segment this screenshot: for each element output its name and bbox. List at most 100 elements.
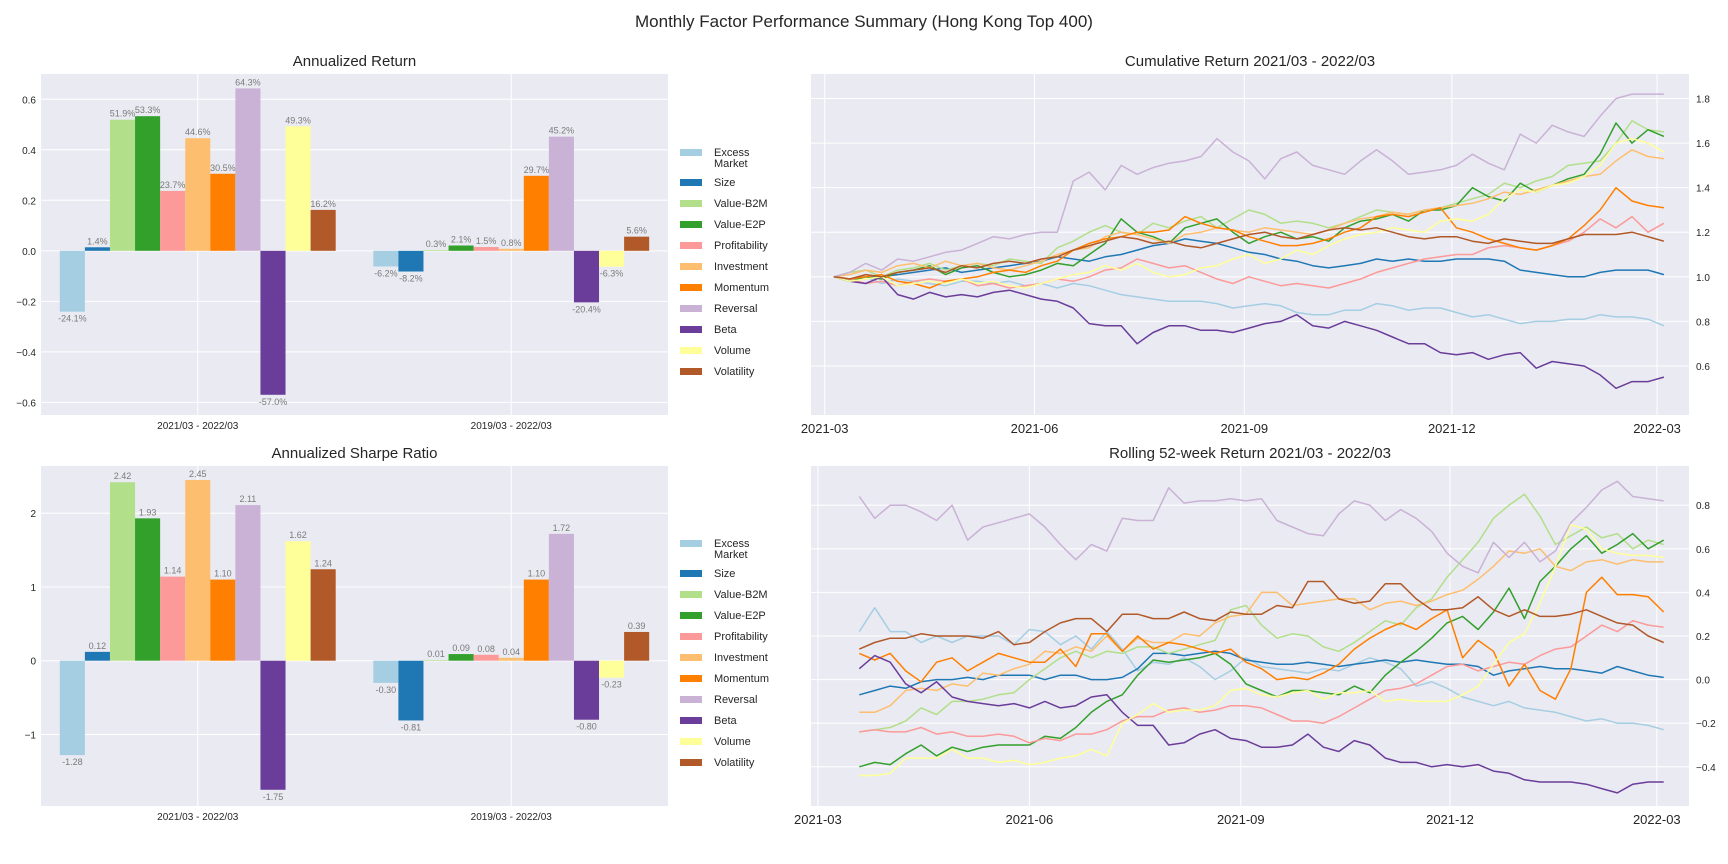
y-tick-label: −0.6 bbox=[16, 398, 36, 409]
x-tick-label: 2021-03 bbox=[794, 812, 842, 827]
data-label: 49.3% bbox=[285, 115, 311, 125]
bar-value-e2p bbox=[135, 518, 161, 661]
legend-label: Volatility bbox=[714, 366, 755, 378]
bar-value-b2m bbox=[423, 250, 449, 251]
bar-excess-market bbox=[373, 660, 399, 683]
data-label: 1.93 bbox=[139, 507, 157, 517]
bar-volume bbox=[599, 660, 625, 678]
chart-title: Cumulative Return 2021/03 - 2022/03 bbox=[1125, 53, 1375, 70]
data-label: 1.5% bbox=[476, 236, 497, 246]
series-line-investment bbox=[833, 149, 1665, 278]
bar-profitability bbox=[160, 576, 186, 661]
legend-label: Excess bbox=[714, 538, 750, 550]
legend-label: Excess bbox=[714, 147, 750, 159]
legend-label: Market bbox=[714, 549, 748, 561]
legend-swatch-value-b2m bbox=[680, 200, 702, 207]
bar-volatility bbox=[624, 631, 650, 661]
y-tick-label: 1.8 bbox=[1696, 95, 1710, 106]
x-tick-label: 2021-03 bbox=[801, 421, 849, 436]
data-label: 64.3% bbox=[235, 77, 261, 87]
legend-label: Momentum bbox=[714, 282, 769, 294]
bar-investment bbox=[498, 248, 524, 251]
bar-momentum bbox=[523, 175, 549, 251]
series-line-momentum bbox=[833, 186, 1665, 289]
bar-size bbox=[398, 660, 424, 721]
x-tick-label: 2021-09 bbox=[1217, 812, 1265, 827]
legend-swatch-reversal bbox=[680, 305, 702, 312]
bar-volatility bbox=[310, 209, 336, 251]
data-label: 2.1% bbox=[451, 235, 472, 245]
y-tick-label: −0.4 bbox=[16, 348, 36, 359]
series-line-volume bbox=[859, 524, 1664, 777]
y-tick-label: −0.2 bbox=[16, 297, 36, 308]
bar-profitability bbox=[473, 247, 499, 251]
data-label: 1.24 bbox=[314, 558, 332, 568]
legend-swatch-momentum bbox=[680, 284, 702, 291]
sharpe-ratio-chart: Annualized Sharpe Ratio −1 0 1 2 2021/03 - 20… bbox=[25, 445, 769, 823]
data-label: 1.72 bbox=[553, 523, 571, 533]
y-tick-label: 0.0 bbox=[22, 247, 36, 258]
bar-value-e2p bbox=[135, 116, 161, 251]
legend-swatch-investment bbox=[680, 654, 702, 661]
legend-swatch-size bbox=[680, 570, 702, 577]
legend-swatch-value-e2p bbox=[680, 612, 702, 619]
bar-excess-market bbox=[59, 250, 85, 312]
data-label: 1.10 bbox=[214, 569, 232, 579]
y-tick-label: 0.6 bbox=[22, 95, 36, 106]
series-line-momentum bbox=[859, 576, 1665, 700]
data-label: 0.08 bbox=[477, 644, 495, 654]
series-line-size bbox=[859, 650, 1664, 696]
data-label: 0.01 bbox=[427, 649, 445, 659]
data-label: 51.9% bbox=[110, 109, 136, 119]
rolling-return-chart: Rolling 52-week Return 2021/03 - 2022/03… bbox=[794, 445, 1716, 827]
legend-label: Investment bbox=[714, 652, 768, 664]
bar-reversal bbox=[235, 505, 261, 661]
data-label: -1.28 bbox=[62, 757, 83, 767]
bar-reversal bbox=[548, 533, 574, 661]
x-tick-label: 2021-09 bbox=[1220, 421, 1268, 436]
plot-background bbox=[811, 74, 1689, 415]
data-label: -0.81 bbox=[401, 722, 422, 732]
y-tick-label: 0 bbox=[30, 657, 36, 668]
legend-swatch-excess-market bbox=[680, 540, 702, 547]
legend-swatch-value-b2m bbox=[680, 591, 702, 598]
legend-label: Investment bbox=[714, 261, 768, 273]
y-tick-label: 1.0 bbox=[1696, 273, 1710, 284]
bar-volatility bbox=[624, 236, 650, 251]
chart-title: Annualized Sharpe Ratio bbox=[272, 445, 438, 462]
legend-label: Profitability bbox=[714, 631, 768, 643]
bar-profitability bbox=[473, 654, 499, 661]
legend-swatch-value-e2p bbox=[680, 221, 702, 228]
y-tick-label: 0.8 bbox=[1696, 317, 1710, 328]
series-line-volatility bbox=[859, 580, 1664, 650]
data-label: -0.80 bbox=[576, 722, 597, 732]
data-label: 44.6% bbox=[185, 127, 211, 137]
bar-profitability bbox=[160, 190, 186, 251]
series-line-profitability bbox=[859, 619, 1664, 744]
data-label: 45.2% bbox=[549, 126, 575, 136]
y-tick-label: 1.6 bbox=[1696, 139, 1710, 150]
data-label: -24.1% bbox=[58, 314, 87, 324]
bar-investment bbox=[498, 657, 524, 661]
series-line-excess-market bbox=[858, 606, 1664, 731]
data-label: 2.42 bbox=[114, 471, 132, 481]
legend-swatch-profitability bbox=[680, 633, 702, 640]
data-label: 0.09 bbox=[452, 643, 470, 653]
legend-swatch-momentum bbox=[680, 675, 702, 682]
legend-label: Beta bbox=[714, 715, 738, 727]
bar-reversal bbox=[548, 136, 574, 251]
bar-beta bbox=[260, 250, 286, 395]
bar-value-e2p bbox=[448, 654, 474, 661]
legend-swatch-volatility bbox=[680, 759, 702, 766]
x-tick-label: 2019/03 - 2022/03 bbox=[471, 421, 553, 432]
data-label: 0.12 bbox=[89, 641, 107, 651]
x-tick-label: 2021-12 bbox=[1428, 421, 1476, 436]
bar-volume bbox=[285, 126, 311, 251]
bar-value-b2m bbox=[423, 659, 449, 661]
y-tick-label: 0.8 bbox=[1696, 501, 1710, 512]
bar-momentum bbox=[523, 579, 549, 661]
bar-momentum bbox=[210, 173, 236, 251]
cumulative-return-chart: Cumulative Return 2021/03 - 2022/03 0.6 0.… bbox=[801, 53, 1711, 436]
y-tick-label: 0.6 bbox=[1696, 362, 1710, 373]
